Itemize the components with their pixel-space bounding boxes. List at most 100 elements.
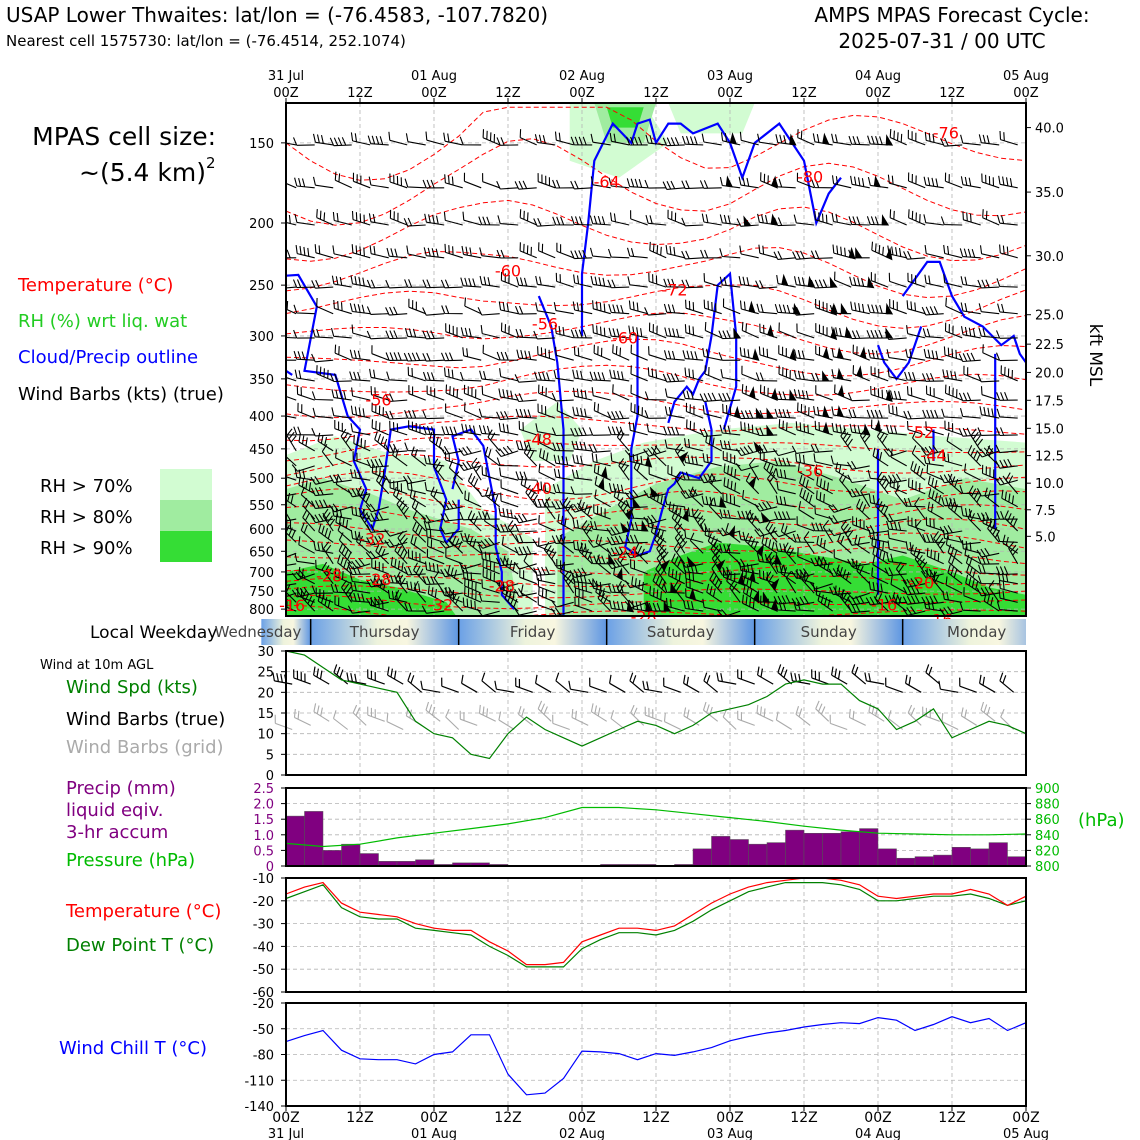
wind-barb-aloft	[867, 349, 889, 361]
wind-barb-aloft	[995, 427, 1018, 436]
wind-barb-aloft	[514, 180, 537, 190]
isotherm-label: -28	[489, 577, 515, 596]
wind-barb-aloft	[754, 500, 778, 512]
wind-barb-aloft	[423, 520, 445, 532]
isotherm-label: -24	[612, 543, 638, 562]
wind-barb-aloft	[515, 408, 537, 419]
precip-bar	[1007, 856, 1027, 867]
wind-barb-aloft	[539, 448, 556, 467]
wind-barb-aloft	[551, 534, 574, 544]
wind-barb-grid	[352, 704, 367, 726]
wind-barb-aloft	[482, 558, 500, 575]
wind-barb-aloft	[357, 485, 371, 508]
cloud-outline	[623, 335, 713, 557]
wind-barb-aloft	[286, 410, 297, 419]
wind-barb-aloft	[557, 513, 574, 532]
pressure-tick-label: 650	[249, 545, 274, 560]
wind-barb-aloft	[761, 535, 778, 554]
wind-barb-aloft	[515, 328, 537, 339]
wind-barb-aloft	[563, 570, 575, 594]
wind-barb-aloft	[729, 580, 741, 603]
wind-barb-aloft	[312, 328, 334, 339]
panel-tick-label: -80	[253, 1049, 274, 1064]
wind-barb-aloft	[874, 590, 889, 612]
wind-barb-aloft	[496, 523, 519, 533]
isotherm-line	[286, 604, 1026, 616]
wind-barb-aloft	[514, 523, 537, 533]
wind-barb-aloft	[996, 392, 1018, 401]
wind-barb-aloft	[847, 603, 870, 614]
wind-barb-aloft	[778, 419, 796, 436]
wind-barb-grid	[737, 710, 755, 726]
wind-barb-aloft	[682, 563, 704, 575]
wind-barb-aloft	[961, 540, 981, 554]
wind-barb-true	[367, 669, 385, 685]
wind-barb-true	[346, 672, 367, 685]
wind-barb-aloft	[286, 138, 297, 146]
wind-barb-aloft	[484, 446, 501, 467]
wind-barb-aloft-flag	[829, 276, 838, 288]
wind-barb-aloft-flag	[725, 175, 734, 188]
wind-barb-aloft	[443, 211, 463, 226]
wind-barb-aloft	[791, 568, 815, 580]
wind-barb-aloft-flag	[608, 553, 616, 565]
wind-barb-aloft	[310, 475, 334, 485]
wind-barb-aloft	[815, 464, 833, 481]
wind-barb-aloft	[482, 568, 500, 585]
wind-barb-aloft	[448, 459, 464, 481]
windchill-line	[285, 1016, 1027, 1096]
wind-barb-aloft	[875, 498, 889, 520]
wind-barb-aloft	[311, 353, 334, 363]
wind-barb-aloft	[980, 386, 1000, 401]
wind-barb-aloft	[684, 569, 704, 585]
wind-barb-aloft	[286, 552, 297, 558]
wind-barb-aloft	[925, 516, 944, 532]
wind-barb-aloft	[570, 249, 593, 260]
wind-barb-aloft	[440, 512, 463, 522]
wind-barb-aloft	[385, 393, 408, 403]
wind-barb-grid	[980, 701, 996, 722]
wind-barb-aloft	[801, 571, 815, 594]
wind-barb-aloft	[644, 602, 667, 612]
wind-barb-aloft	[871, 537, 889, 554]
wind-barb-aloft	[334, 567, 352, 585]
wind-barb-aloft	[403, 217, 426, 227]
wind-barb-aloft	[960, 302, 981, 315]
wind-barb-aloft	[711, 561, 723, 584]
wind-barb-aloft	[404, 279, 426, 288]
wind-barb-true	[589, 677, 607, 693]
wind-barb-grid	[459, 710, 478, 726]
bottom-day-label: 04 Aug	[855, 1127, 901, 1140]
wind-barb-aloft	[384, 538, 408, 548]
wind-barb-true	[864, 672, 885, 685]
wind-barb-aloft	[502, 584, 519, 603]
wind-barb-aloft	[831, 133, 852, 146]
wind-barb-aloft	[799, 487, 815, 508]
wind-barb-aloft	[738, 562, 759, 575]
kft-tick-label: 35.0	[1035, 186, 1064, 201]
wind-barb-aloft	[338, 542, 353, 565]
wind-barbs-grid-label: Wind Barbs (grid)	[66, 737, 224, 758]
wind-barb-aloft	[498, 422, 519, 436]
wind-barb-aloft	[404, 602, 426, 612]
wind-barb-aloft	[591, 387, 611, 401]
wind-barb-aloft	[995, 330, 1018, 339]
wind-barb-aloft	[776, 481, 796, 495]
wind-barb-aloft	[422, 279, 445, 289]
wind-barb-aloft	[554, 131, 574, 146]
bottom-time-label: 12Z	[346, 1110, 373, 1126]
wind-barb-aloft	[775, 563, 796, 575]
wind-barb-aloft	[850, 301, 870, 315]
wind-barb-aloft	[797, 547, 815, 565]
wind-barb-aloft	[595, 534, 612, 554]
precip-bar	[933, 854, 953, 867]
wind-barb-aloft	[908, 478, 926, 495]
wind-barb-aloft	[890, 575, 907, 594]
wind-barb-aloft	[904, 371, 926, 382]
wind-barb-aloft	[1005, 472, 1019, 495]
wind-barb-aloft	[412, 521, 427, 543]
wind-barb-aloft	[298, 536, 315, 554]
wind-barb-aloft	[348, 566, 371, 576]
wind-barb-aloft	[906, 420, 926, 436]
